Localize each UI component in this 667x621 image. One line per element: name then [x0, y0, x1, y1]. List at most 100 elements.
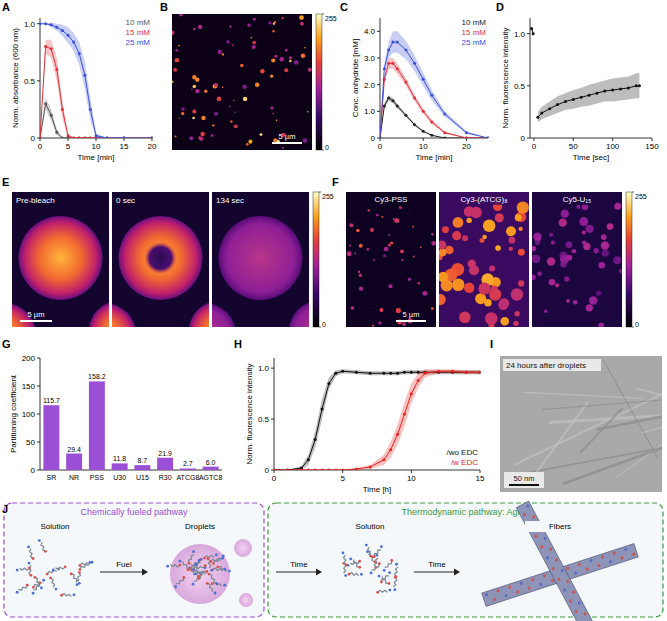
series-line [274, 371, 480, 470]
droplet [191, 88, 193, 90]
droplet [418, 282, 420, 284]
stage-label: Fibers [549, 522, 571, 531]
atom [42, 579, 45, 582]
droplet [274, 55, 277, 58]
colorbar-tick [322, 14, 324, 15]
droplet [420, 246, 422, 248]
clipped: Pre-bleach5 µm [12, 192, 109, 327]
droplet [232, 44, 234, 46]
x-tick-label: R30 [159, 474, 172, 481]
droplet [491, 286, 498, 293]
atom [52, 569, 55, 572]
atom [192, 583, 195, 586]
fiber-unit [600, 555, 604, 559]
atom [78, 571, 81, 574]
droplet [372, 325, 374, 327]
atom [214, 592, 217, 595]
atom [197, 575, 200, 578]
droplet [396, 308, 401, 313]
droplet [399, 206, 402, 209]
atom [360, 573, 363, 576]
droplet [243, 97, 247, 101]
atom [228, 570, 231, 573]
y-tick [271, 419, 274, 420]
atom [193, 573, 196, 576]
atom [192, 550, 195, 553]
droplet [253, 18, 256, 21]
droplet [172, 31, 175, 35]
fiber-unit [484, 593, 488, 597]
fiber-unit [496, 589, 500, 593]
atom [365, 544, 368, 547]
atom [70, 572, 73, 575]
molecule [393, 577, 397, 587]
pathway-box [268, 503, 663, 617]
y-tick-label: 50 [26, 438, 35, 447]
droplet [513, 321, 518, 326]
droplet [213, 84, 218, 89]
marker [638, 84, 641, 87]
droplet [390, 242, 393, 245]
droplet [199, 136, 203, 140]
x-tick-label: 0 [378, 142, 383, 151]
droplet [198, 136, 201, 139]
panel-letter: G [2, 338, 11, 350]
droplet [468, 259, 476, 267]
droplet [439, 248, 447, 256]
molecule [374, 550, 381, 557]
droplet [470, 207, 481, 218]
droplet [549, 279, 555, 285]
y-tick-label: 0 [31, 134, 36, 143]
marker [369, 465, 372, 468]
x-tick [342, 470, 343, 473]
molecule [372, 564, 380, 570]
arrowhead [454, 569, 460, 576]
fiber-unit [568, 599, 572, 603]
micrograph [532, 192, 622, 327]
marker [410, 392, 413, 395]
droplet [192, 117, 195, 120]
droplet [511, 288, 523, 300]
colorbar [313, 192, 319, 327]
atom [73, 593, 76, 596]
atom [16, 591, 19, 594]
x-tick-label: 15 [120, 142, 129, 151]
droplet [598, 262, 605, 269]
droplet [422, 291, 427, 296]
fiber-unit [562, 588, 566, 592]
droplet [192, 110, 196, 114]
droplet [251, 37, 253, 39]
y-tick [37, 138, 40, 139]
droplet [518, 280, 524, 286]
droplet [607, 223, 614, 230]
marker [327, 469, 330, 471]
error-band [40, 40, 152, 138]
marker [274, 469, 276, 471]
marker [619, 87, 622, 90]
error-band [40, 98, 152, 138]
bar [89, 381, 105, 470]
stage-label: Solution [41, 522, 70, 531]
marker [106, 137, 109, 139]
panel-letter: J [2, 503, 8, 515]
colorbar-label: 0 [322, 321, 326, 328]
droplet [276, 120, 278, 122]
fiber-unit [504, 594, 508, 598]
atom [27, 546, 30, 549]
droplet [279, 57, 284, 62]
marker [50, 114, 53, 117]
colorbar-label: 255 [635, 193, 647, 200]
atom [358, 560, 361, 563]
fiber-unit [620, 556, 624, 560]
marker [430, 94, 433, 97]
molecule [344, 555, 347, 565]
micrograph [172, 14, 312, 150]
data-label: 115.7 [43, 397, 60, 404]
marker [404, 114, 407, 117]
droplet [573, 300, 577, 304]
marker [61, 137, 64, 139]
droplet [211, 134, 214, 137]
atom [174, 585, 177, 588]
x-tick-label: 50 [569, 142, 578, 151]
fiber-body [516, 501, 603, 621]
